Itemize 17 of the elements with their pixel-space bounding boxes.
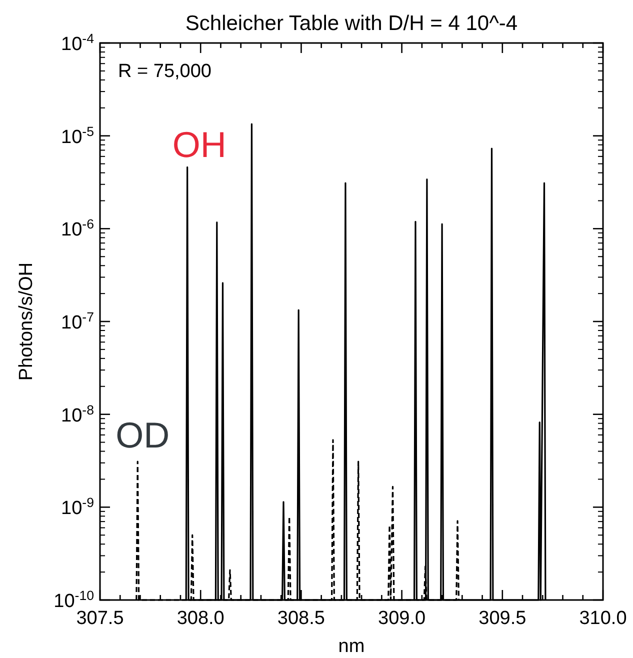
y-tick-label: 10$^{-4}$ (61, 30, 94, 55)
chart-title: Schleicher Table with D/H = 4 10^-4 (185, 12, 518, 35)
y-axis-title: Photons/s/OH (16, 262, 37, 381)
y-tick-label: 10$^{-6}$ (61, 216, 94, 241)
series-label: OH (172, 124, 226, 166)
x-tick-label: 308.0 (176, 608, 224, 629)
y-tick-label: 10$^{-7}$ (61, 309, 94, 334)
x-tick-label: 308.5 (277, 608, 325, 629)
x-axis-title: nm (338, 636, 365, 657)
x-tick-label: 309.5 (478, 608, 526, 629)
annotation: R = 75,000 (118, 61, 212, 82)
y-tick-label: 10$^{-9}$ (61, 494, 94, 520)
y-tick-label: 10$^{-5}$ (61, 123, 94, 148)
x-tick-label: 309.0 (378, 608, 426, 629)
x-tick-label: 310.0 (579, 608, 627, 629)
series-label: OD (116, 414, 170, 456)
y-tick-label: 10$^{-8}$ (61, 402, 94, 426)
